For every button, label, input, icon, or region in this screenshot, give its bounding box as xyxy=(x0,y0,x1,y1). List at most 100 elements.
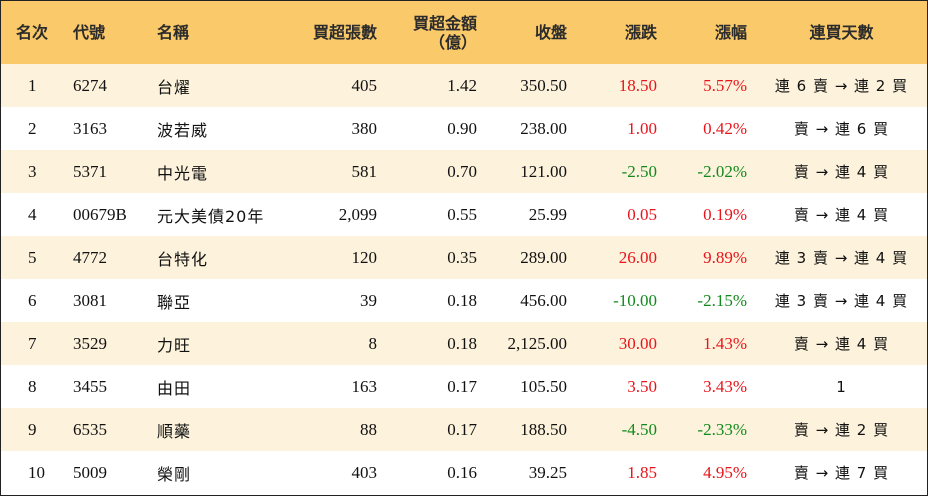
cell-name: 力旺 xyxy=(157,335,192,355)
cell-net-buy-lots: 88 xyxy=(360,419,377,439)
table-row: 8 3455 由田 163 0.17 105.50 3.50 3.43% 1 xyxy=(1,365,927,408)
cell-change: 30.00 xyxy=(618,333,657,353)
cell-name: 由田 xyxy=(157,378,192,398)
cell-code: 00679B xyxy=(73,204,127,224)
cell-net-buy-lots: 39 xyxy=(360,290,377,310)
cell-code: 3455 xyxy=(73,376,107,396)
cell-net-buy-lots: 403 xyxy=(351,462,378,482)
header-net-buy-amount-line2: （億） xyxy=(428,32,477,52)
cell-change-pct: 4.95% xyxy=(703,462,747,482)
header-change-pct: 漲幅 xyxy=(714,23,747,42)
cell-name: 台燿 xyxy=(157,77,192,97)
cell-name: 聯亞 xyxy=(157,292,192,312)
cell-change: 1.00 xyxy=(627,118,657,138)
cell-rank: 10 xyxy=(28,462,45,482)
cell-streak: 1 xyxy=(836,377,847,396)
cell-net-buy-amount: 0.17 xyxy=(447,376,477,396)
cell-change: 18.50 xyxy=(618,75,657,95)
cell-net-buy-amount: 0.90 xyxy=(447,118,477,138)
cell-net-buy-lots: 405 xyxy=(351,75,378,95)
table-row: 3 5371 中光電 581 0.70 121.00 -2.50 -2.02% 賣 → 連 4 … xyxy=(1,150,927,193)
table-body: 1 6274 台燿 405 1.42 350.50 18.50 5.57% 連 6 賣 → 連 … xyxy=(1,64,927,494)
table-row: 1 6274 台燿 405 1.42 350.50 18.50 5.57% 連 6 賣 → 連 … xyxy=(1,64,927,107)
cell-code: 5371 xyxy=(73,161,107,181)
cell-close: 121.00 xyxy=(520,161,567,181)
cell-change: -10.00 xyxy=(613,290,657,310)
table-row: 5 4772 台特化 120 0.35 289.00 26.00 9.89% 連 3 賣 → 連… xyxy=(1,236,927,279)
cell-change: 0.05 xyxy=(627,204,657,224)
cell-name: 榮剛 xyxy=(157,464,192,484)
cell-rank: 8 xyxy=(28,376,37,396)
cell-code: 6535 xyxy=(73,419,107,439)
cell-rank: 3 xyxy=(28,161,37,181)
cell-code: 4772 xyxy=(73,247,107,267)
table-row: 2 3163 波若威 380 0.90 238.00 1.00 0.42% 賣 → 連 6 買 xyxy=(1,107,927,150)
table-row: 10 5009 榮剛 403 0.16 39.25 1.85 4.95% 賣 → 連 7 買 xyxy=(1,451,927,494)
cell-net-buy-amount: 0.35 xyxy=(447,247,477,267)
cell-change-pct: -2.15% xyxy=(697,290,747,310)
cell-streak: 賣 → 連 4 買 xyxy=(793,206,890,224)
cell-close: 2,125.00 xyxy=(507,333,568,353)
header-code: 代號 xyxy=(73,23,106,42)
cell-net-buy-lots: 380 xyxy=(351,118,378,138)
cell-net-buy-lots: 8 xyxy=(368,333,378,353)
cell-net-buy-amount: 0.70 xyxy=(447,161,477,181)
cell-name: 波若威 xyxy=(157,120,209,140)
cell-net-buy-lots: 120 xyxy=(351,247,378,267)
cell-net-buy-amount: 0.16 xyxy=(447,462,477,482)
cell-change: 1.85 xyxy=(627,462,657,482)
table-row: 6 3081 聯亞 39 0.18 456.00 -10.00 -2.15% 連 3 賣 → 連… xyxy=(1,279,927,322)
cell-name: 中光電 xyxy=(157,163,209,183)
cell-close: 25.99 xyxy=(528,204,567,224)
cell-streak: 連 3 賣 → 連 4 買 xyxy=(774,249,909,267)
cell-change-pct: -2.02% xyxy=(697,161,747,181)
cell-net-buy-amount: 1.42 xyxy=(447,75,477,95)
cell-change: -4.50 xyxy=(621,419,657,439)
cell-name: 台特化 xyxy=(157,249,209,269)
cell-rank: 9 xyxy=(28,419,37,439)
cell-change: 3.50 xyxy=(627,376,657,396)
cell-code: 3163 xyxy=(73,118,107,138)
cell-change: -2.50 xyxy=(621,161,657,181)
cell-change-pct: 9.89% xyxy=(703,247,747,267)
cell-net-buy-amount: 0.55 xyxy=(447,204,477,224)
cell-close: 456.00 xyxy=(520,290,567,310)
cell-change-pct: 0.19% xyxy=(703,204,747,224)
cell-rank: 4 xyxy=(28,204,37,224)
cell-rank: 5 xyxy=(28,247,37,267)
cell-rank: 6 xyxy=(28,290,37,310)
cell-streak: 賣 → 連 4 買 xyxy=(793,335,890,353)
cell-code: 3529 xyxy=(73,333,107,353)
cell-close: 39.25 xyxy=(528,462,567,482)
cell-net-buy-lots: 2,099 xyxy=(338,204,377,224)
cell-change-pct: -2.33% xyxy=(697,419,747,439)
header-change: 漲跌 xyxy=(624,23,657,42)
cell-rank: 2 xyxy=(28,118,37,138)
cell-name: 順藥 xyxy=(157,421,192,441)
cell-streak: 賣 → 連 6 買 xyxy=(793,120,890,138)
cell-change-pct: 5.57% xyxy=(703,75,747,95)
cell-net-buy-amount: 0.18 xyxy=(447,290,477,310)
header-net-buy-amount-line1: 買超金額 xyxy=(412,13,477,33)
cell-close: 289.00 xyxy=(520,247,567,267)
cell-streak: 賣 → 連 4 買 xyxy=(793,163,890,181)
cell-change-pct: 0.42% xyxy=(703,118,747,138)
header-net-buy-amount: 買超金額 （億） xyxy=(386,1,486,64)
table-row: 9 6535 順藥 88 0.17 188.50 -4.50 -2.33% 賣 → 連 2 買 xyxy=(1,408,927,451)
cell-rank: 7 xyxy=(28,333,37,353)
table-row: 4 00679B 元大美債20年 2,099 0.55 25.99 0.05 0.19% 賣 →… xyxy=(1,193,927,236)
cell-streak: 連 6 賣 → 連 2 買 xyxy=(774,77,909,95)
table-header-row: 名次 代號 名稱 買超張數 買超金額 （億） 收盤 漲跌 漲幅 連買天數 xyxy=(1,1,927,64)
header-close: 收盤 xyxy=(534,23,567,42)
cell-name: 元大美債20年 xyxy=(157,206,265,226)
cell-streak: 賣 → 連 2 買 xyxy=(793,421,890,439)
cell-streak: 賣 → 連 7 買 xyxy=(793,464,890,482)
header-rank: 名次 xyxy=(15,23,48,42)
cell-code: 3081 xyxy=(73,290,107,310)
cell-change: 26.00 xyxy=(618,247,657,267)
header-streak: 連買天數 xyxy=(809,23,874,42)
cell-rank: 1 xyxy=(28,75,37,95)
cell-change-pct: 1.43% xyxy=(703,333,747,353)
